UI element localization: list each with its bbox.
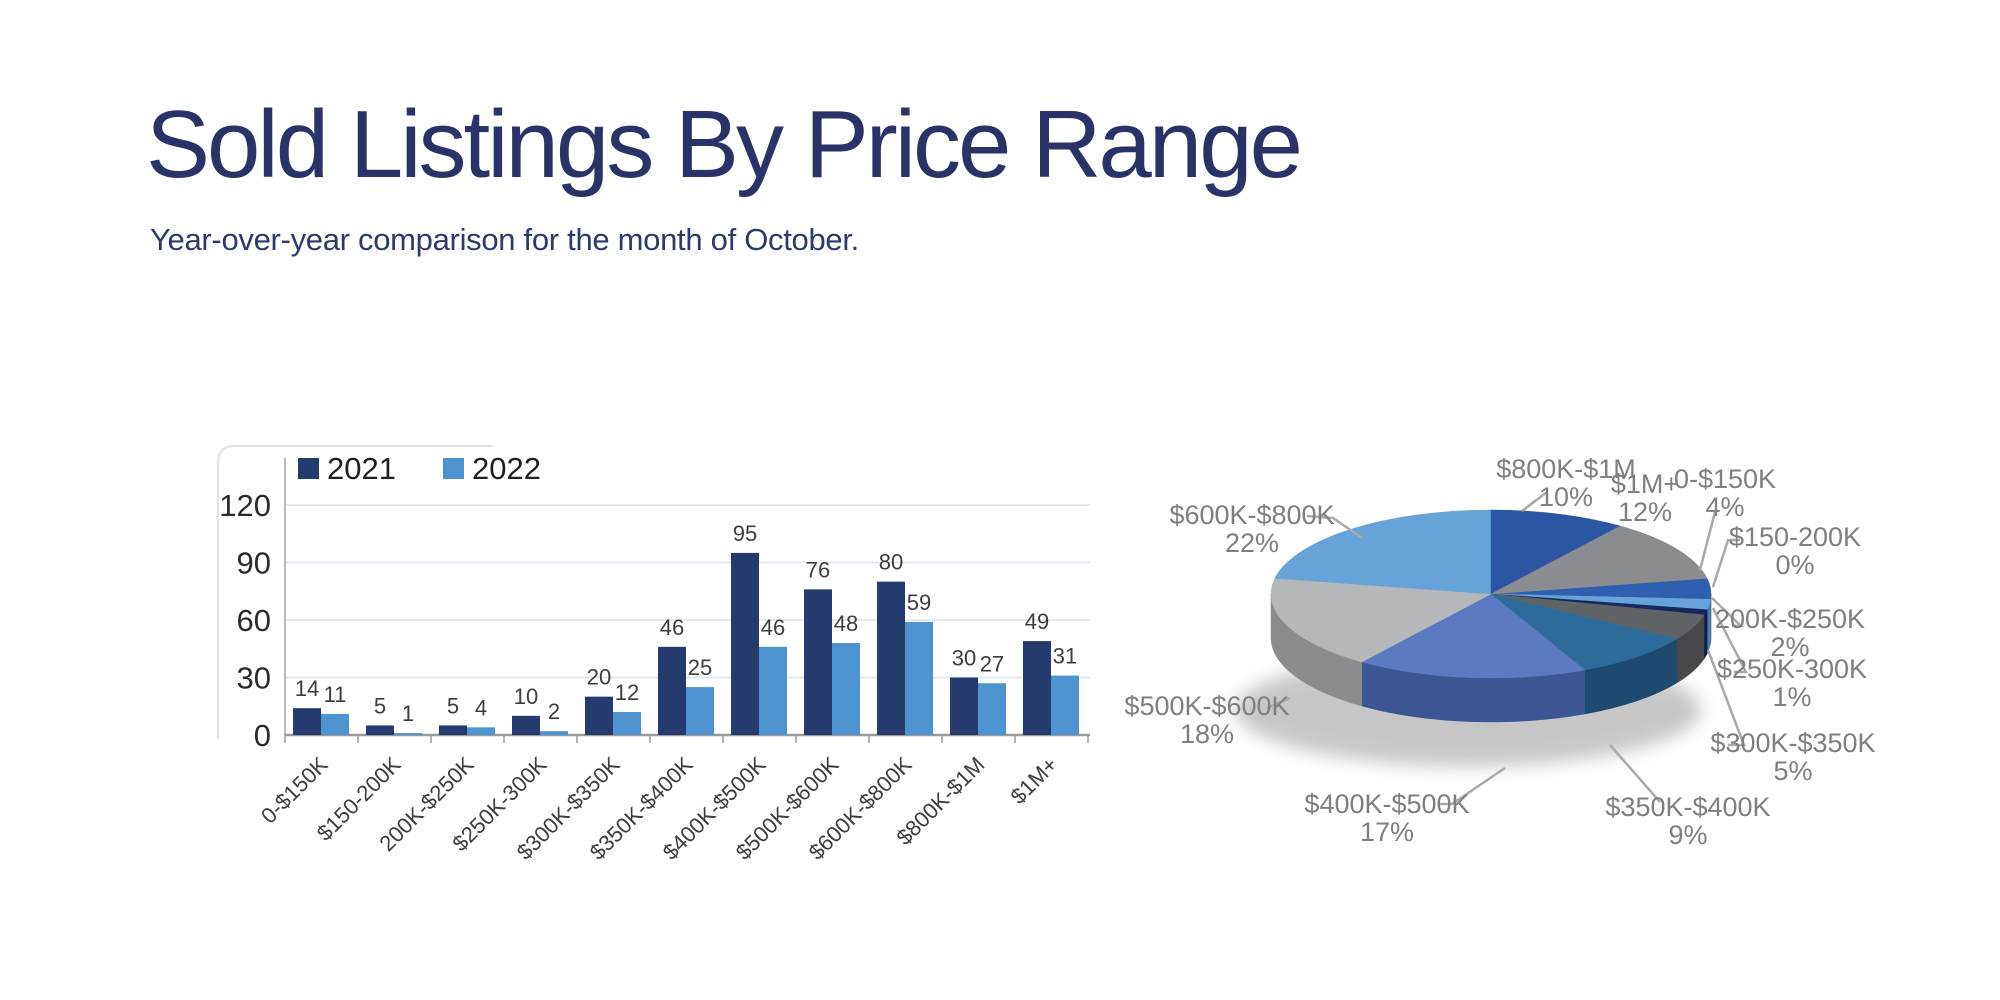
pie-label-name: $1M+	[1611, 469, 1679, 499]
bar-value-label: 14	[295, 676, 319, 701]
pie-label-name: $500K-$600K	[1124, 691, 1289, 721]
bar-2021	[512, 715, 540, 735]
pie-label-pct: 17%	[1360, 817, 1414, 847]
legend-swatch-2022	[443, 458, 464, 479]
pie-label-name: 200K-$250K	[1715, 604, 1865, 634]
y-tick-label: 0	[254, 718, 271, 753]
pie-slice-$500K-$600K	[1270, 577, 1492, 663]
pie-leader-line	[1698, 511, 1717, 571]
bar-value-label: 12	[615, 680, 639, 705]
pie-label-name: $250K-300K	[1717, 654, 1867, 684]
bar-2022	[978, 683, 1006, 735]
bar-2021	[585, 696, 613, 735]
bar-2021	[366, 725, 394, 735]
pie-slice-$350K-$400K	[1490, 593, 1678, 671]
pie-slice-$1M+	[1490, 525, 1708, 595]
bar-2022	[321, 713, 349, 735]
bar-2021	[731, 552, 759, 735]
bar-value-label: 95	[733, 521, 757, 546]
bar-2022	[905, 621, 933, 735]
bar-2022	[759, 646, 787, 735]
pie-slice-side	[1703, 609, 1708, 660]
bar-value-label: 5	[447, 693, 459, 718]
chart-card-border	[216, 444, 494, 740]
bar-value-label: 46	[660, 615, 684, 640]
pie-label-pct: 22%	[1225, 528, 1279, 558]
pie-label-name: 0-$150K	[1674, 464, 1776, 494]
pie-label-pct: 1%	[1772, 682, 1811, 712]
pie-label-name: $300K-$350K	[1710, 728, 1875, 758]
bar-value-label: 59	[907, 590, 931, 615]
bar-2022	[1051, 675, 1079, 735]
bar-value-label: 2	[548, 699, 560, 724]
pie-leader-line	[1521, 491, 1548, 512]
pie-label-pct: 4%	[1705, 492, 1744, 522]
bar-2021	[804, 589, 832, 735]
y-tick-label: 120	[219, 488, 271, 523]
bar-value-label: 27	[980, 651, 1004, 676]
pie-label-pct: 0%	[1775, 550, 1814, 580]
pie-leader-line	[1609, 744, 1661, 803]
y-tick-label: 30	[237, 661, 271, 696]
bar-value-label: 76	[806, 557, 830, 582]
pie-label-pct: 18%	[1180, 719, 1234, 749]
pie-label-pct: 10%	[1539, 482, 1593, 512]
pie-leader-line	[1711, 538, 1740, 588]
bar-value-label: 25	[688, 655, 712, 680]
bar-2022	[540, 731, 568, 735]
page-title: Sold Listings By Price Range	[146, 91, 1303, 198]
y-tick-label: 90	[237, 546, 271, 581]
y-tick-label: 60	[237, 603, 271, 638]
bar-value-label: 5	[374, 693, 386, 718]
bar-2021	[877, 581, 905, 735]
pie-label-pct: 2%	[1770, 632, 1809, 662]
x-category-label: $1M+	[1006, 752, 1063, 809]
bar-2021	[439, 725, 467, 735]
pie-label-name: $400K-$500K	[1304, 789, 1469, 819]
pie-slice-$400K-$500K	[1361, 593, 1586, 679]
legend-swatch-2021	[298, 458, 319, 479]
pie-leader-line	[1440, 766, 1506, 806]
pie-label-pct: 9%	[1668, 820, 1707, 850]
page-subtitle: Year-over-year comparison for the month …	[150, 222, 859, 257]
bar-2021	[1023, 641, 1051, 735]
bar-2022	[613, 712, 641, 735]
bar-value-label: 4	[475, 695, 487, 720]
pie-leader-line	[1711, 597, 1745, 628]
pie-label-name: $800K-$1M	[1496, 454, 1636, 484]
bar-value-label: 30	[952, 646, 976, 671]
bar-value-label: 20	[587, 665, 611, 690]
pie-slice-$800K-$1M	[1490, 509, 1621, 595]
bar-2021	[658, 646, 686, 735]
bar-value-label: 49	[1025, 609, 1049, 634]
bar-value-label: 1	[402, 701, 414, 726]
pie-leader-line	[1711, 607, 1749, 674]
pie-label-pct: 12%	[1618, 497, 1672, 527]
bar-2021	[950, 677, 978, 735]
bar-value-label: 31	[1053, 644, 1077, 669]
pie-leader-line	[1706, 649, 1746, 747]
pie-label-pct: 5%	[1773, 756, 1812, 786]
pie-label-name: $150-200K	[1729, 522, 1861, 552]
bar-value-label: 80	[879, 550, 903, 575]
bar-2022	[467, 727, 495, 735]
bar-value-label: 10	[514, 684, 538, 709]
pie-leader-line	[1266, 696, 1291, 710]
bar-2021	[293, 708, 321, 735]
x-category-label: 0-$150K	[256, 752, 333, 829]
bar-value-label: 46	[761, 615, 785, 640]
bar-value-label: 11	[324, 682, 347, 707]
legend-label-2022: 2022	[472, 451, 541, 486]
bar-2022	[394, 733, 422, 735]
pie-label-name: $350K-$400K	[1605, 792, 1770, 822]
legend-label-2021: 2021	[327, 451, 396, 486]
pie-label-name: $600K-$800K	[1169, 500, 1334, 530]
bar-2022	[686, 687, 714, 735]
bar-value-label: 48	[834, 611, 858, 636]
bar-2022	[832, 643, 860, 735]
pie-leader-line	[1306, 514, 1363, 540]
